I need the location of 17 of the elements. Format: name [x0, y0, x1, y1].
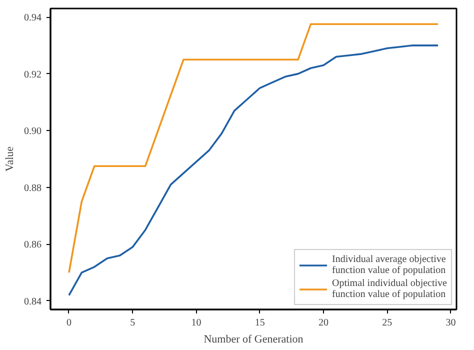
- y-tick-label: 0.88: [24, 182, 42, 194]
- x-tick-label: 5: [130, 318, 136, 328]
- x-axis-title: Number of Generation: [204, 334, 304, 346]
- x-tick-label: 25: [382, 318, 392, 328]
- legend-label: Individual average objective function value of population: [332, 254, 446, 276]
- y-tick-label: 0.92: [24, 69, 42, 80]
- y-axis-title: Value: [4, 146, 16, 172]
- x-tick-label: 15: [254, 318, 265, 328]
- x-tick-label: 30: [446, 318, 456, 328]
- y-tick-label: 0.84: [24, 296, 42, 308]
- legend-label: Optimal individual objective function value of population: [332, 278, 447, 300]
- x-tick-label: 10: [191, 318, 202, 328]
- y-tick-label: 0.94: [24, 12, 42, 24]
- y-tick-label: 0.90: [24, 126, 42, 138]
- x-tick-label: 0: [66, 318, 72, 328]
- y-tick-label: 0.86: [24, 240, 42, 251]
- x-tick-label: 20: [318, 318, 328, 328]
